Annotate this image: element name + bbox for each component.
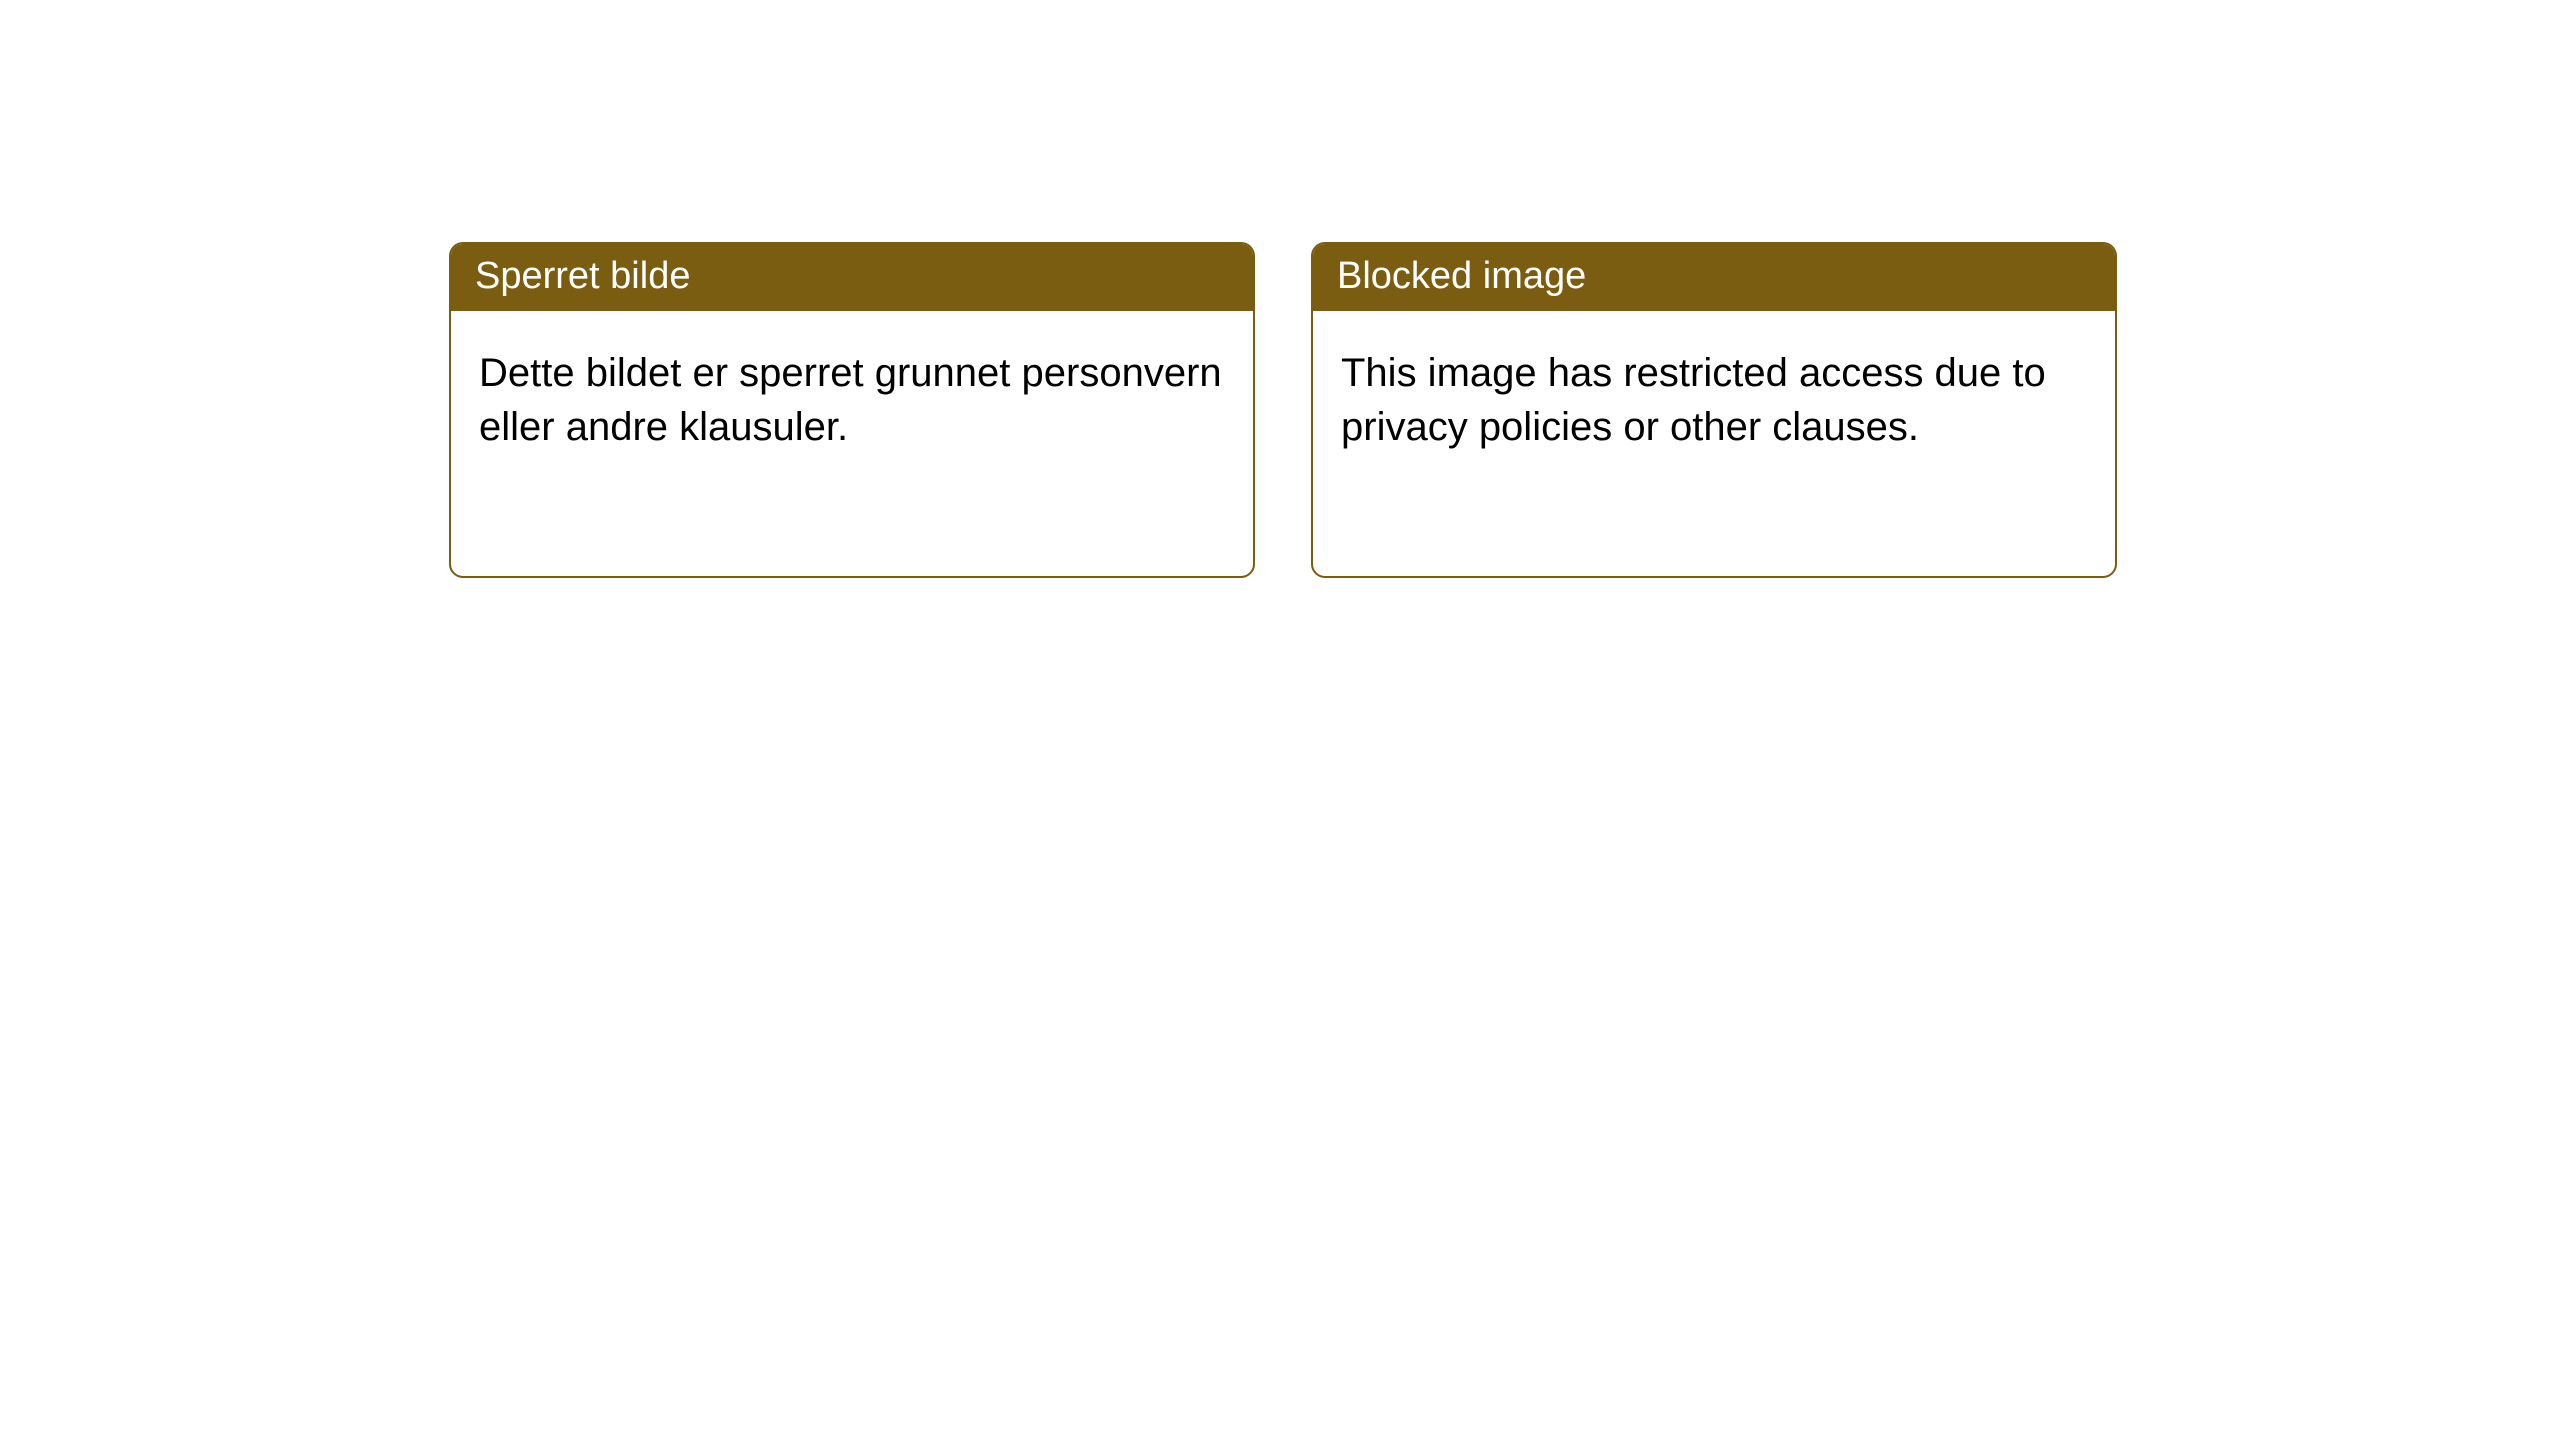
notice-body-en: This image has restricted access due to … xyxy=(1313,311,2115,481)
notice-message: This image has restricted access due to … xyxy=(1341,351,2046,448)
notice-container: Sperret bilde Dette bildet er sperret gr… xyxy=(0,0,2560,578)
notice-box-no: Sperret bilde Dette bildet er sperret gr… xyxy=(449,242,1255,578)
notice-body-no: Dette bildet er sperret grunnet personve… xyxy=(451,311,1253,481)
notice-message: Dette bildet er sperret grunnet personve… xyxy=(479,351,1222,448)
notice-title: Blocked image xyxy=(1337,255,1586,297)
notice-title: Sperret bilde xyxy=(475,255,690,297)
notice-box-en: Blocked image This image has restricted … xyxy=(1311,242,2117,578)
notice-header-en: Blocked image xyxy=(1313,244,2115,311)
notice-header-no: Sperret bilde xyxy=(451,244,1253,311)
